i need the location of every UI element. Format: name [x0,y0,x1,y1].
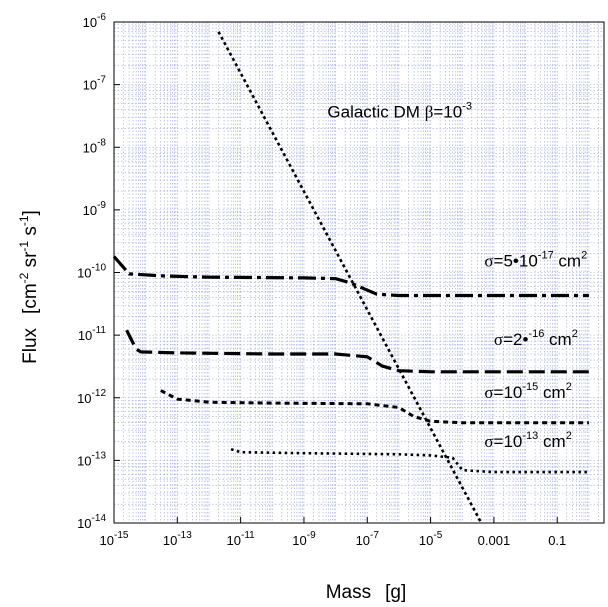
series-galactic-dm [217,31,483,524]
label-galactic: Galactic DM β=10-3 [327,100,472,121]
y-axis-unit-1: [cm [20,283,41,314]
x-tick-label: 10-5 [419,530,443,548]
y-tick-label: 10-8 [83,137,107,155]
label-sigma-1e-13: σ=10-13 cm2 [484,430,571,451]
y-tick-label: 10-6 [83,12,107,30]
label-sigma-2e-16: σ=2•-16 cm2 [494,328,578,349]
x-tick-label: 10-7 [356,530,380,548]
y-tick-label: 10-10 [77,263,106,281]
series-sigma-1e-13 [230,448,589,474]
x-tick-label: 10-13 [163,530,192,548]
x-tick-label: 0.001 [478,533,511,548]
x-tick-label: 10-11 [227,530,256,548]
x-tick-label: 10-15 [100,530,129,548]
axis-ticks: 10-15 10-13 10-11 10-9 10-7 10-5 0.001 0.1 10-14… [77,12,566,548]
y-axis-unit-6: -1 [17,215,31,226]
y-tick-label: 10-12 [77,388,106,406]
series-sigma-1e-15 [160,389,589,425]
y-axis-title: Flux[cm-2 sr-1 s-1] [17,210,41,364]
y-tick-label: 10-14 [77,513,106,531]
x-axis-title-unit: [g] [385,582,406,603]
label-sigma-5e-17: σ=5•10-17 cm2 [484,249,587,270]
y-tick-label: 10-7 [83,75,107,93]
y-axis-title-main: Flux [20,327,41,363]
x-tick-label: 10-9 [292,530,316,548]
x-tick-label: 0.1 [548,533,566,548]
x-axis-title: Mass [g] [326,582,407,603]
y-axis-unit-2: -2 [17,272,31,283]
y-axis-unit-4: -1 [17,241,31,252]
series-group [112,31,589,524]
y-axis-unit-5: s [20,226,41,241]
series-sigma-2e-16 [125,329,589,374]
y-tick-label: 10-9 [83,200,107,218]
grid [114,22,604,523]
y-axis-unit-3: sr [20,251,41,273]
annotations: Galactic DM β=10-3 σ=5•10-17 cm2 σ=2•-16 c… [327,100,587,450]
y-tick-label: 10-13 [77,450,106,468]
y-tick-label: 10-11 [78,325,107,343]
y-axis-unit-7: ] [20,210,41,215]
x-axis-title-main: Mass [326,582,371,603]
series-sigma-5e-17 [112,255,589,298]
label-sigma-1e-15: σ=10-15 cm2 [484,381,571,402]
